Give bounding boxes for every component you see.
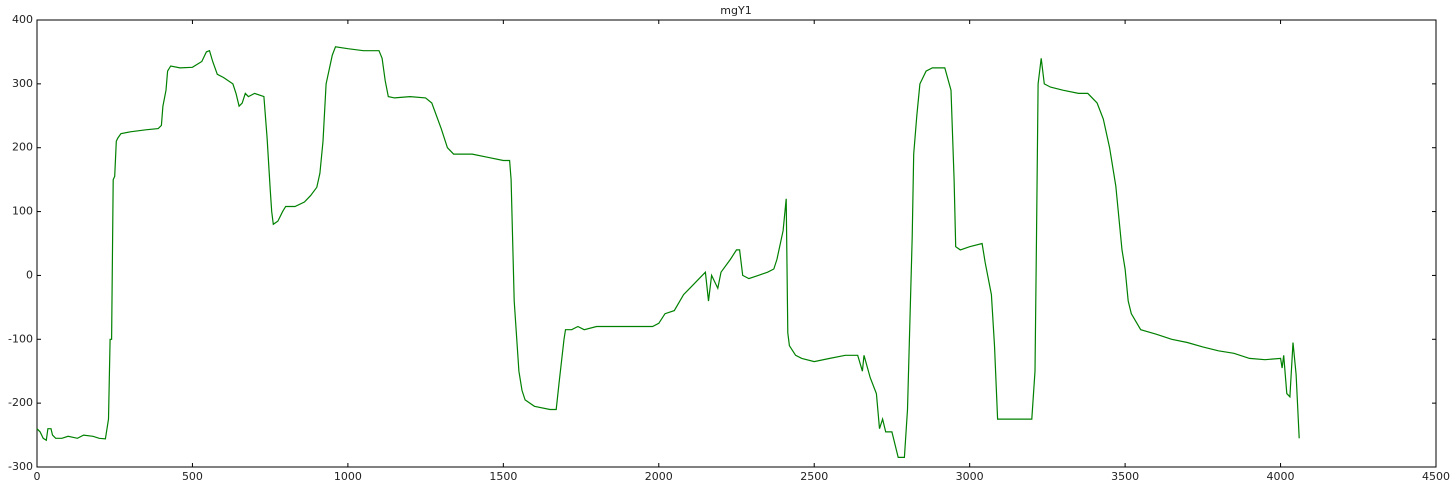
x-tick-label: 2500 [800,470,828,483]
x-tick-label: 4000 [1267,470,1295,483]
y-tick-label: -100 [8,332,33,345]
x-tick-label: 1500 [489,470,517,483]
x-tick-label: 4500 [1422,470,1450,483]
y-tick-label: 400 [12,13,33,26]
y-tick-label: 200 [12,141,33,154]
x-tick-label: 0 [34,470,41,483]
x-tick-label: 3500 [1111,470,1139,483]
chart-title: mgY1 [720,4,751,17]
x-tick-label: 3000 [956,470,984,483]
y-tick-label: -200 [8,396,33,409]
x-tick-label: 500 [182,470,203,483]
y-tick-label: -300 [8,460,33,473]
y-tick-label: 0 [26,268,33,281]
x-tick-label: 2000 [645,470,673,483]
x-tick-label: 1000 [334,470,362,483]
data-line [36,46,1300,458]
y-tick-label: 100 [12,205,33,218]
y-tick-label: 300 [12,77,33,90]
plot-frame [36,19,1437,468]
